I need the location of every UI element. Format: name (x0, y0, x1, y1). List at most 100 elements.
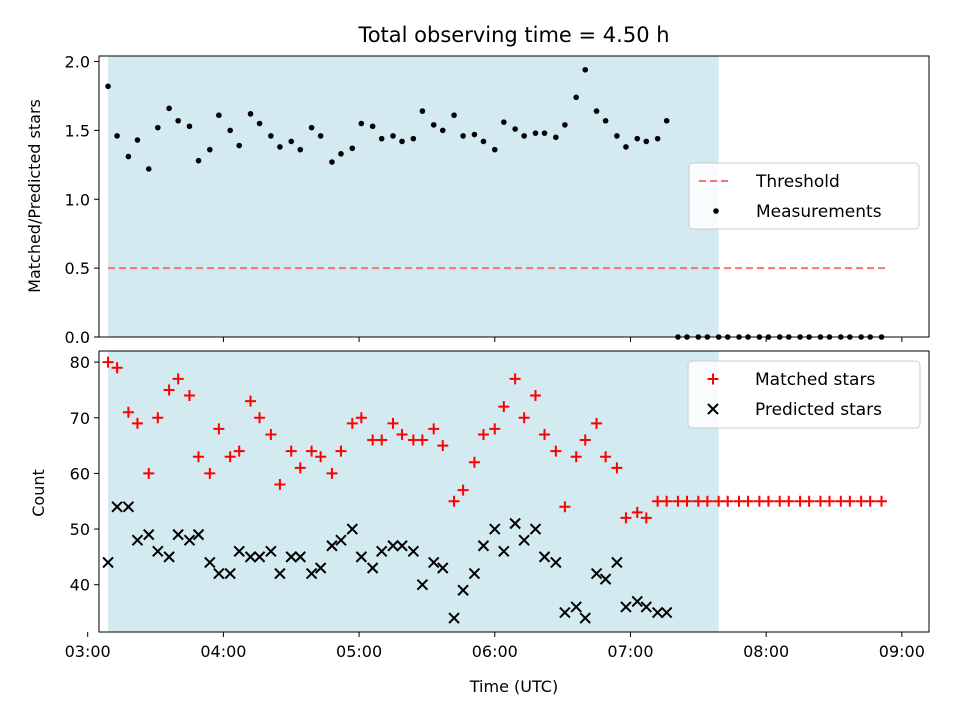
predicted-star-point (660, 606, 673, 619)
measurement-point (562, 122, 568, 128)
chart-title: Total observing time = 4.50 h (357, 23, 669, 47)
matched-star-point (550, 445, 562, 457)
matched-star-point (204, 467, 216, 479)
measurement-point (390, 133, 396, 139)
measurement-point (277, 144, 283, 150)
matched-star-point (611, 462, 623, 474)
predicted-star-point (346, 523, 359, 535)
matched-star-point (376, 434, 388, 446)
matched-star-point (661, 495, 673, 507)
matched-star-point (183, 390, 195, 402)
predicted-star-point (477, 540, 490, 552)
legend-label: Predicted stars (755, 400, 882, 420)
matched-star-point (468, 456, 480, 468)
bottom-y-tick-label: 50 (70, 520, 90, 539)
predicted-star-point (102, 556, 114, 569)
matched-star-point (274, 479, 286, 491)
measurement-point (553, 134, 559, 141)
matched-star-point (396, 428, 408, 440)
predicted-star-point (468, 567, 481, 580)
measurement-point (349, 145, 356, 152)
measurement-point (288, 138, 295, 145)
measurement-point (451, 112, 457, 119)
x-tick-label: 05:00 (336, 642, 382, 661)
matched-star-point (326, 467, 338, 479)
x-tick-label: 04:00 (200, 642, 246, 661)
measurement-point (329, 159, 335, 165)
measurement-point (643, 138, 650, 145)
matched-star-point (783, 495, 795, 507)
matched-star-point (335, 445, 347, 457)
matched-star-point (131, 417, 143, 429)
x-tick-label: 08:00 (743, 642, 789, 661)
predicted-star-point (437, 562, 449, 574)
x-tick-label: 03:00 (65, 642, 111, 661)
predicted-star-point (111, 501, 123, 513)
predicted-star-point (163, 551, 175, 563)
matched-star-point (265, 428, 277, 440)
measurement-point (602, 117, 609, 124)
predicted-star-point (366, 562, 379, 574)
measurement-point (145, 166, 152, 172)
measurement-point (134, 137, 141, 143)
measurement-point (399, 138, 405, 145)
measurement-point (114, 133, 120, 139)
predicted-star-point (407, 545, 420, 558)
measurement-point (369, 123, 376, 130)
predicted-star-point (335, 534, 347, 546)
measurement-point (125, 153, 132, 160)
x-axis-label: Time (UTC) (469, 677, 558, 696)
predicted-star-point (305, 567, 318, 580)
predicted-star-point (550, 556, 562, 569)
matched-star-point (762, 495, 774, 507)
predicted-star-point (192, 528, 205, 541)
predicted-star-point (387, 540, 399, 552)
measurement-point (256, 120, 263, 127)
measurement-point (634, 135, 641, 142)
predicted-star-point (274, 567, 286, 580)
measurement-point (308, 124, 315, 131)
measurement-point (268, 133, 274, 139)
measurement-point (654, 135, 661, 142)
top-y-tick-label: 1.5 (65, 121, 90, 140)
measurement-point (247, 111, 254, 117)
measurement-point (419, 108, 426, 114)
bottom-observing-window (108, 351, 719, 632)
measurement-point (501, 119, 507, 125)
matched-star-point (306, 445, 318, 457)
predicted-star-point (631, 595, 643, 608)
matched-star-point (193, 451, 205, 463)
measurement-point (471, 131, 478, 138)
top-legend (688, 162, 920, 230)
matched-star-point (122, 406, 134, 418)
measurement-point (155, 124, 161, 131)
matched-star-point (477, 428, 489, 440)
measurement-point (216, 112, 222, 119)
legend-measurements-swatch (713, 208, 719, 214)
predicted-star-point (457, 584, 469, 596)
predicted-star-point (294, 551, 306, 563)
matched-star-point (876, 495, 888, 507)
matched-star-point (722, 495, 734, 507)
predicted-star-point (355, 551, 368, 563)
legend-label: Matched stars (755, 370, 875, 390)
matched-star-point (600, 451, 612, 463)
predicted-star-point (538, 551, 551, 563)
measurement-point (317, 133, 324, 139)
top-y-tick-label: 1.0 (65, 190, 90, 209)
predicted-star-point (599, 573, 612, 585)
predicted-star-point (152, 545, 164, 558)
top-axes-frame (98, 55, 930, 338)
predicted-star-point (529, 523, 542, 535)
matched-star-point (823, 495, 835, 507)
predicted-star-point (253, 551, 266, 563)
bottom-y-axis-label: Count (29, 469, 48, 517)
x-tick-label: 09:00 (879, 642, 925, 661)
top-y-tick-label: 0.5 (65, 259, 90, 278)
matched-star-point (631, 506, 643, 518)
top-y-tick-label: 2.0 (65, 53, 90, 72)
measurement-point (480, 138, 487, 145)
predicted-star-point (183, 534, 196, 546)
bottom-y-tick-label: 70 (70, 409, 90, 428)
